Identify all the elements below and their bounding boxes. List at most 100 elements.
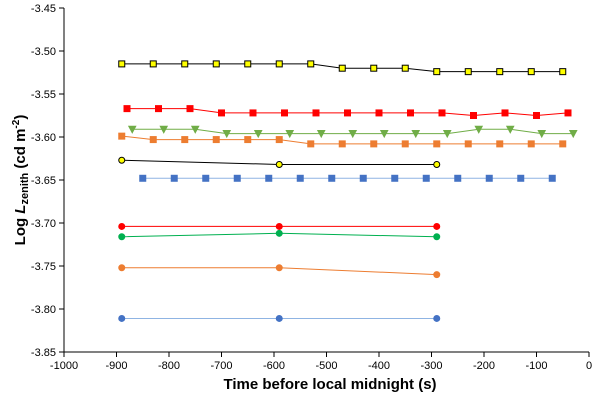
data-point <box>370 140 378 148</box>
series-9 <box>118 264 441 279</box>
y-axis-title-unit-sup: -2 <box>11 119 22 128</box>
data-point <box>275 222 283 230</box>
x-tick-label: -700 <box>210 360 232 372</box>
data-point <box>407 109 414 117</box>
data-point <box>568 130 578 139</box>
data-point <box>118 60 126 68</box>
data-point <box>433 68 441 76</box>
data-point <box>118 156 126 164</box>
data-point <box>149 136 157 144</box>
data-point <box>181 60 189 68</box>
data-point <box>159 125 169 134</box>
data-point <box>275 136 283 144</box>
data-point <box>496 140 504 148</box>
data-point <box>391 174 399 182</box>
data-point <box>307 60 315 68</box>
data-point <box>170 174 178 182</box>
data-point <box>338 64 346 72</box>
data-point <box>275 229 283 237</box>
data-point <box>307 140 315 148</box>
series-7 <box>118 222 441 230</box>
y-tick-label: -3.65 <box>31 175 56 187</box>
data-point <box>118 233 126 241</box>
data-point <box>253 130 263 139</box>
data-point <box>275 60 283 68</box>
y-tick-label: -3.70 <box>31 218 56 230</box>
x-axis-title: Time before local midnight (s) <box>223 376 436 393</box>
data-point <box>359 174 367 182</box>
data-point <box>190 125 200 134</box>
x-tick-label: -900 <box>105 360 127 372</box>
x-tick-label: -100 <box>525 360 547 372</box>
data-point <box>186 105 194 113</box>
data-point <box>375 109 383 117</box>
series-4 <box>118 132 567 148</box>
y-axis-title-unit-close: ) <box>12 115 29 120</box>
data-point <box>275 314 283 322</box>
data-point <box>149 60 157 68</box>
data-point <box>338 140 346 148</box>
y-tick-label: -3.55 <box>31 89 56 101</box>
data-point <box>533 112 540 119</box>
y-axis-title-unit: (cd m <box>12 129 29 173</box>
data-point <box>202 174 210 182</box>
data-point <box>118 314 126 322</box>
data-point <box>433 222 441 230</box>
data-point <box>348 130 358 139</box>
data-point <box>505 125 515 134</box>
data-point <box>470 112 477 119</box>
data-point <box>233 174 241 182</box>
data-point <box>559 140 567 148</box>
data-point <box>296 174 304 182</box>
x-tick-label: -600 <box>263 360 285 372</box>
data-point <box>401 140 409 148</box>
data-point <box>316 130 326 139</box>
series-10 <box>118 314 441 322</box>
series-5 <box>118 156 441 169</box>
data-point <box>281 109 288 117</box>
data-point <box>433 233 441 241</box>
series-6 <box>139 174 556 182</box>
data-point <box>411 130 421 139</box>
series-3 <box>127 125 578 139</box>
data-point <box>485 174 493 182</box>
data-point <box>564 109 572 117</box>
x-tick-label: -200 <box>473 360 495 372</box>
x-tick-label: 0 <box>586 360 592 372</box>
data-point <box>212 60 220 68</box>
series-1 <box>118 60 567 76</box>
series-8 <box>118 229 441 241</box>
data-point <box>212 136 220 144</box>
data-point <box>181 136 189 144</box>
data-point <box>401 64 409 72</box>
data-point <box>517 174 525 182</box>
data-point <box>123 105 131 113</box>
data-point <box>285 130 295 139</box>
axes: -1000 -900 -800 -700 -600 -500 -400 -300 -200 -10… <box>31 3 592 372</box>
data-point <box>464 68 472 76</box>
data-point <box>433 161 441 169</box>
y-tick-label: -3.75 <box>31 261 56 273</box>
data-point <box>474 125 484 134</box>
data-point <box>501 109 509 117</box>
series-2 <box>123 105 572 119</box>
data-point <box>127 125 137 134</box>
data-point <box>527 68 535 76</box>
data-point <box>379 130 389 139</box>
x-tick-label: -300 <box>420 360 442 372</box>
data-point <box>328 174 336 182</box>
y-tick-label: -3.80 <box>31 304 56 316</box>
data-point <box>527 140 535 148</box>
data-point <box>454 174 462 182</box>
data-point <box>244 136 252 144</box>
data-point <box>218 109 225 117</box>
data-point <box>537 130 547 139</box>
data-point <box>139 174 147 182</box>
data-point <box>433 314 441 322</box>
data-point <box>559 68 567 76</box>
data-point <box>118 132 126 140</box>
series-layer <box>118 60 578 322</box>
data-point <box>344 109 351 117</box>
y-tick-label: -3.85 <box>31 347 56 359</box>
data-point <box>312 109 320 117</box>
